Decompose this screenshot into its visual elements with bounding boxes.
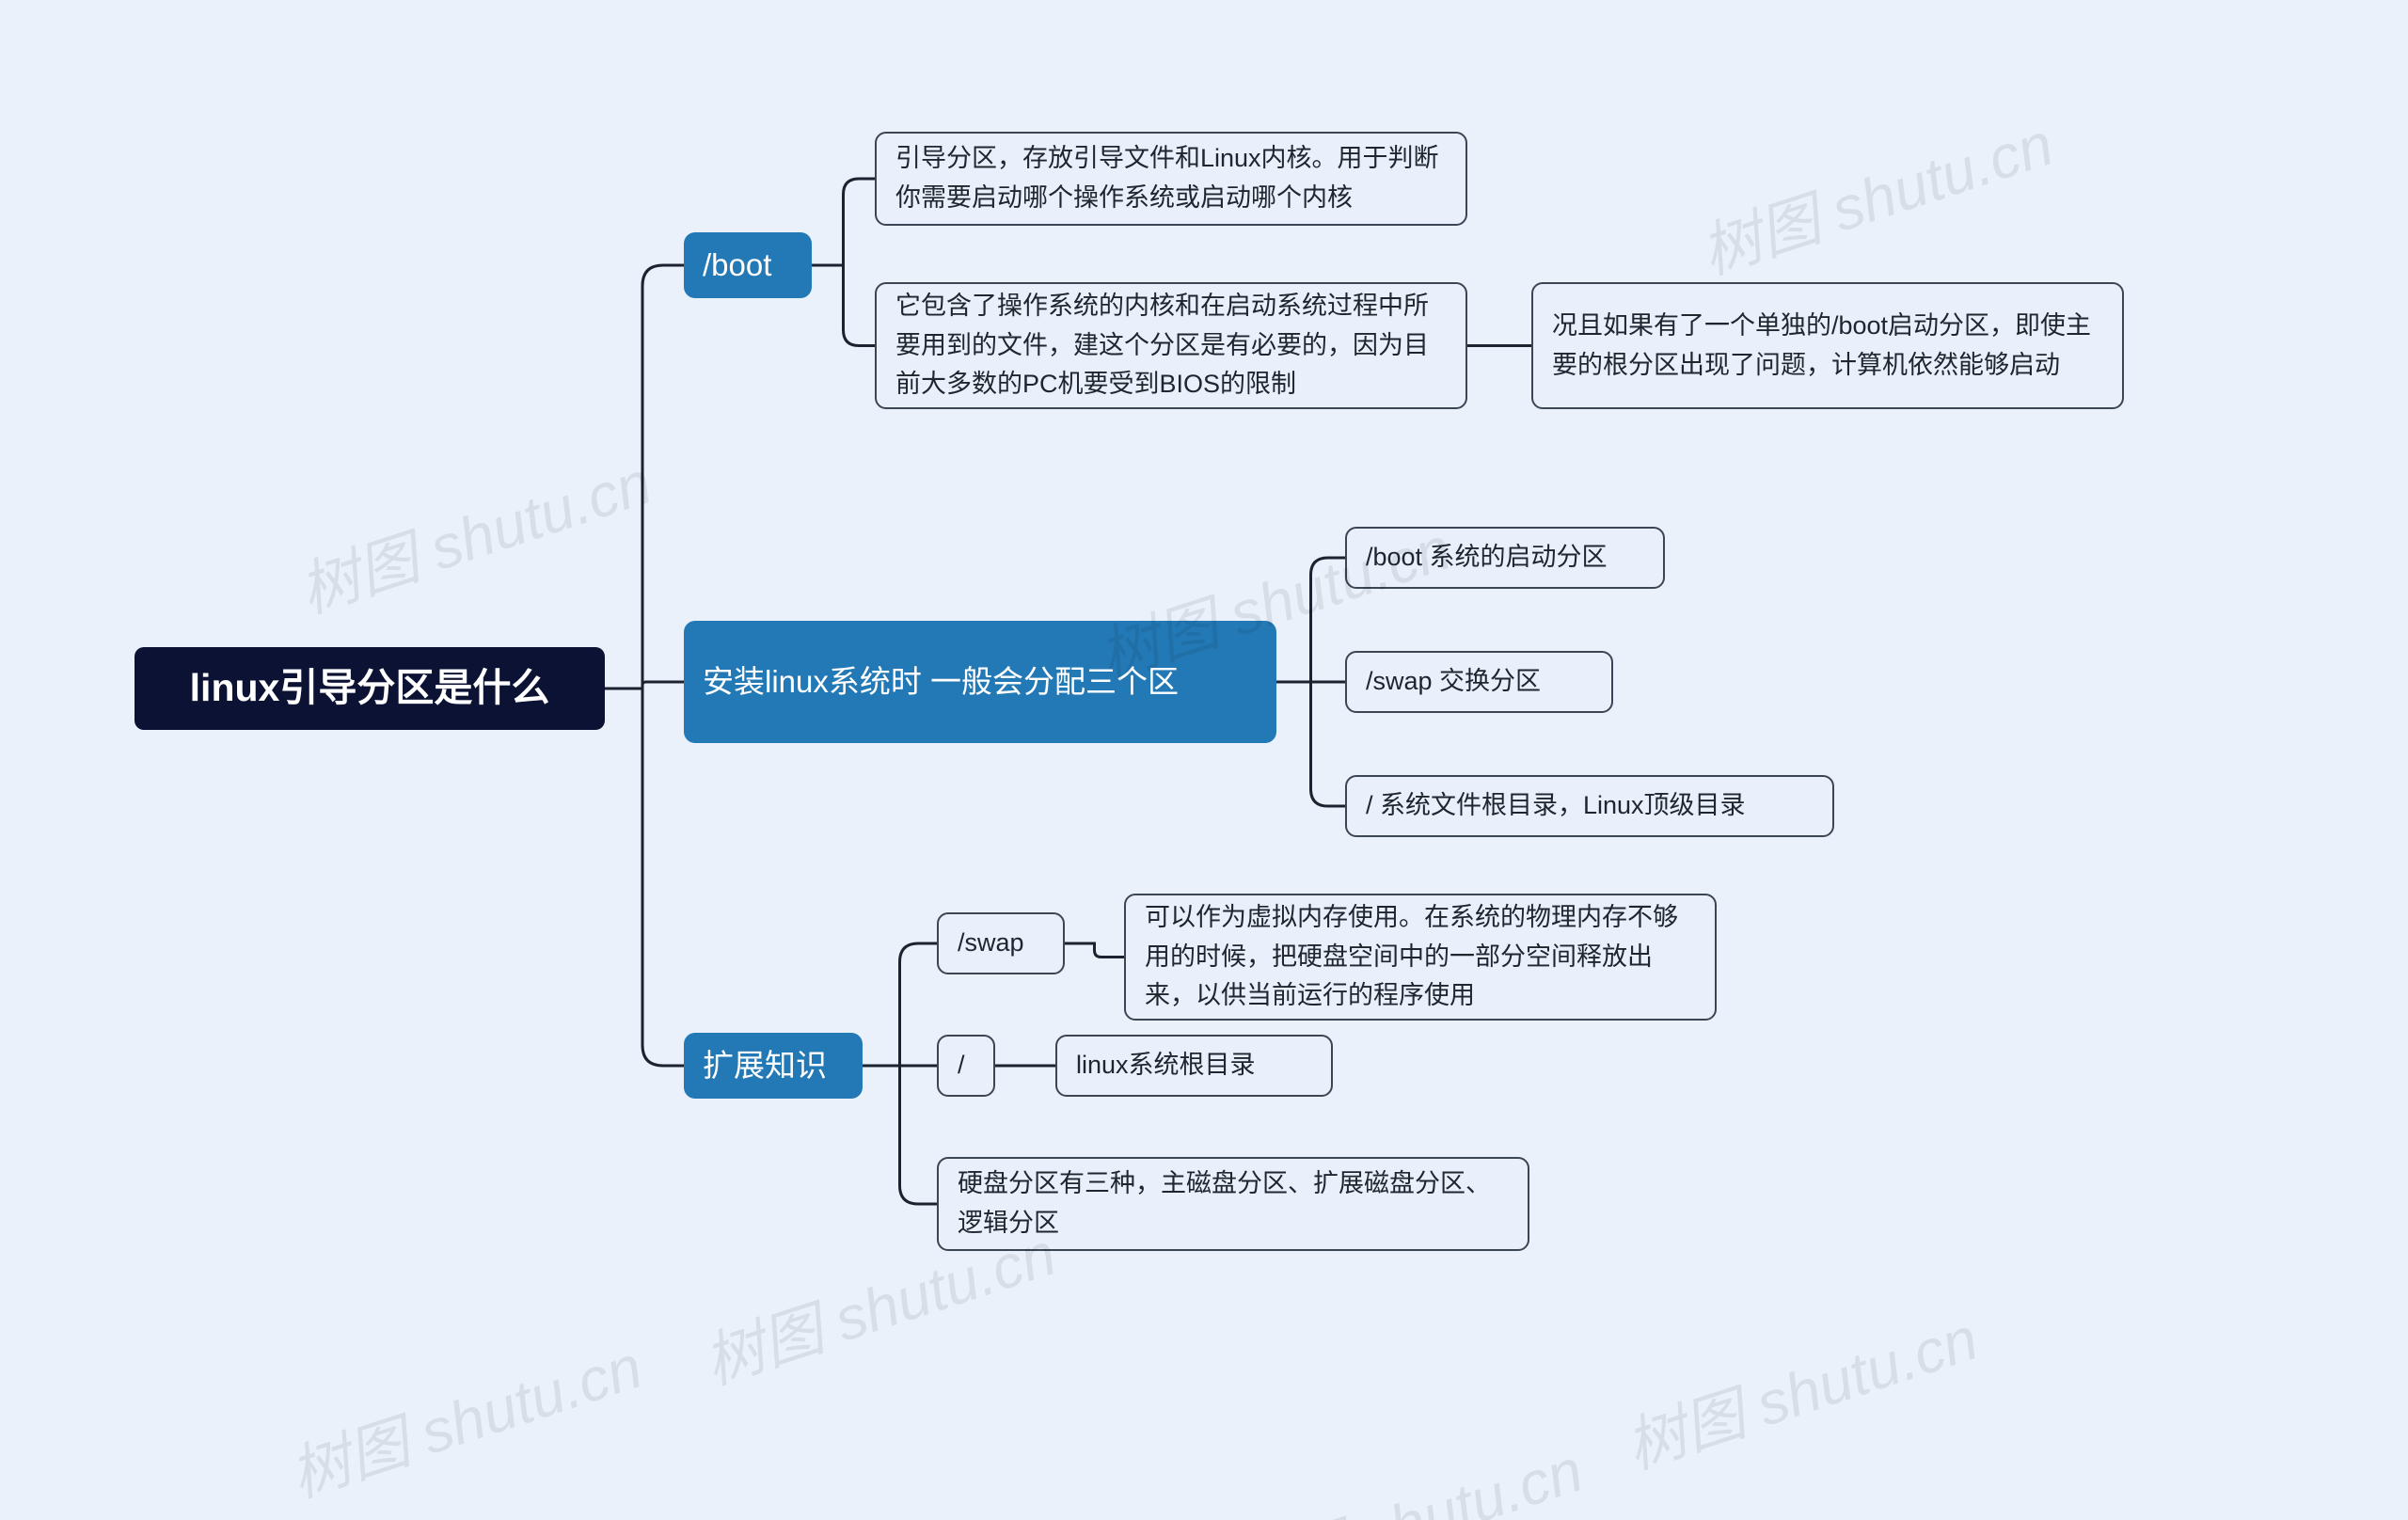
edge (1065, 943, 1124, 958)
leaf-L5-label: /swap 交换分区 (1366, 662, 1541, 702)
small-s1-label: /swap (958, 924, 1024, 963)
watermark: 树图 shutu.cn (1218, 1422, 1592, 1520)
mindmap-canvas: linux引导分区是什么/boot 安装linux系统时 一般会分配三个区扩展知识… (0, 0, 2408, 1520)
leaf-L6-label: / 系统文件根目录，Linux顶级目录 (1366, 786, 1746, 826)
leaf-L1: 引导分区，存放引导文件和Linux内核。用于判断你需要启动哪个操作系统或启动哪个… (875, 132, 1467, 226)
edge (605, 265, 684, 689)
leaf-L5: /swap 交换分区 (1345, 651, 1613, 713)
leaf-L2: 它包含了操作系统的内核和在启动系统过程中所要用到的文件，建这个分区是有必要的，因… (875, 282, 1467, 409)
leaf-L9: 硬盘分区有三种，主磁盘分区、扩展磁盘分区、逻辑分区 (937, 1157, 1529, 1251)
branch-b3-label: 扩展知识 (703, 1041, 827, 1089)
edge (863, 943, 937, 1066)
leaf-L6: / 系统文件根目录，Linux顶级目录 (1345, 775, 1834, 837)
watermark: 树图 shutu.cn (1613, 1290, 1987, 1485)
edge (812, 179, 875, 265)
edge-layer (0, 0, 2408, 1520)
branch-b2: 安装linux系统时 一般会分配三个区 (684, 621, 1276, 743)
edge (605, 689, 684, 1066)
watermark: 树图 shutu.cn (287, 435, 660, 629)
leaf-L8: linux系统根目录 (1055, 1035, 1333, 1097)
leaf-L3: 况且如果有了一个单独的/boot启动分区，即使主要的根分区出现了问题，计算机依然… (1531, 282, 2124, 409)
edge (863, 1066, 937, 1204)
branch-b1: /boot (684, 232, 812, 298)
leaf-L7: 可以作为虚拟内存使用。在系统的物理内存不够用的时候，把硬盘空间中的一部分空间释放… (1124, 894, 1717, 1021)
leaf-L3-label: 况且如果有了一个单独的/boot启动分区，即使主要的根分区出现了问题，计算机依然… (1552, 307, 2103, 386)
leaf-L1-label: 引导分区，存放引导文件和Linux内核。用于判断你需要启动哪个操作系统或启动哪个… (895, 139, 1447, 218)
branch-b2-label: 安装linux系统时 一般会分配三个区 (703, 657, 1179, 705)
edge (1276, 558, 1345, 682)
leaf-L2-label: 它包含了操作系统的内核和在启动系统过程中所要用到的文件，建这个分区是有必要的，因… (895, 287, 1447, 405)
edge (605, 682, 684, 689)
branch-b1-label: /boot (703, 241, 771, 289)
root-node-label: linux引导分区是什么 (190, 658, 550, 719)
leaf-L4-label: /boot 系统的启动分区 (1366, 538, 1608, 578)
small-s2: / (937, 1035, 995, 1097)
leaf-L8-label: linux系统根目录 (1076, 1046, 1256, 1085)
edge (1276, 682, 1345, 806)
small-s1: /swap (937, 912, 1065, 974)
watermark: 树图 shutu.cn (277, 1319, 651, 1513)
edge (812, 265, 875, 346)
leaf-L9-label: 硬盘分区有三种，主磁盘分区、扩展磁盘分区、逻辑分区 (958, 1164, 1509, 1243)
branch-b3: 扩展知识 (684, 1033, 863, 1099)
leaf-L4: /boot 系统的启动分区 (1345, 527, 1665, 589)
watermark: 树图 shutu.cn (1688, 96, 2062, 291)
leaf-L7-label: 可以作为虚拟内存使用。在系统的物理内存不够用的时候，把硬盘空间中的一部分空间释放… (1145, 898, 1696, 1017)
small-s2-label: / (958, 1046, 965, 1085)
root-node: linux引导分区是什么 (135, 647, 605, 730)
